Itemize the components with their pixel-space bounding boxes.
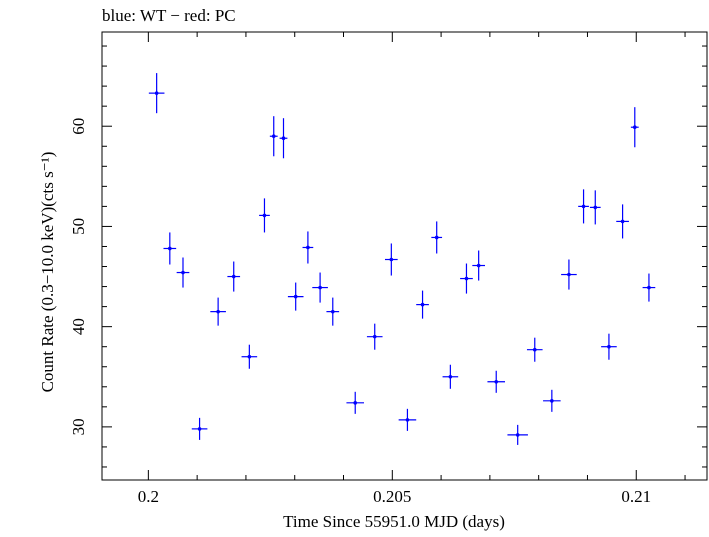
y-tick-label: 40	[69, 318, 88, 335]
point-marker	[647, 285, 651, 290]
data-point	[210, 297, 226, 326]
point-marker	[330, 309, 335, 314]
data-point	[416, 290, 429, 319]
data-point	[259, 198, 270, 233]
point-marker	[620, 219, 625, 224]
point-marker	[476, 263, 481, 268]
point-marker	[293, 294, 298, 299]
point-marker	[318, 285, 322, 290]
data-point	[601, 333, 617, 360]
point-marker	[216, 309, 220, 314]
data-point	[487, 370, 506, 393]
data-point	[616, 204, 629, 239]
axis-ticks: 0.2 0.205 0.21 30 40 50 60	[69, 32, 707, 506]
point-marker	[353, 401, 358, 405]
data-point	[163, 232, 177, 265]
point-marker	[494, 379, 499, 384]
data-point	[191, 417, 208, 440]
data-point	[460, 263, 473, 294]
point-marker	[231, 274, 236, 279]
chart-title: blue: WT − red: PC	[102, 6, 236, 25]
data-point	[543, 389, 561, 412]
data-point	[507, 424, 528, 445]
data-point	[561, 259, 577, 290]
point-marker	[247, 354, 252, 359]
data-point	[148, 73, 165, 114]
plot-frame	[101, 31, 708, 481]
point-marker	[550, 399, 554, 403]
point-marker	[607, 344, 611, 349]
data-point	[279, 118, 288, 159]
point-marker	[581, 204, 586, 209]
data-point	[269, 116, 278, 157]
point-marker	[632, 125, 637, 130]
data-point	[384, 243, 398, 276]
y-tick-label: 50	[69, 218, 88, 235]
point-marker	[515, 433, 520, 437]
data-point	[642, 273, 656, 302]
point-marker	[567, 272, 571, 277]
y-tick-label: 30	[69, 418, 88, 435]
data-point	[398, 408, 417, 431]
data-point	[578, 189, 589, 224]
data-point	[287, 282, 304, 311]
data-point	[312, 272, 328, 303]
point-marker	[593, 205, 598, 210]
x-tick-label: 0.2	[138, 487, 159, 506]
point-marker	[420, 302, 425, 307]
point-marker	[262, 213, 267, 218]
data-points	[148, 73, 656, 445]
data-point	[526, 337, 543, 362]
data-point	[589, 190, 601, 225]
data-point	[472, 250, 486, 281]
data-point	[366, 323, 383, 350]
data-point	[346, 391, 365, 414]
point-marker	[181, 270, 185, 275]
x-tick-label: 0.21	[621, 487, 651, 506]
x-axis-label: Time Since 55951.0 MJD (days)	[283, 512, 505, 531]
point-marker	[271, 134, 276, 139]
data-point	[326, 297, 340, 326]
point-marker	[434, 235, 439, 240]
point-marker	[389, 257, 394, 262]
data-point	[176, 257, 190, 288]
data-point	[630, 107, 639, 148]
data-point	[442, 364, 459, 389]
data-point	[302, 231, 314, 264]
point-marker	[306, 245, 310, 250]
y-axis-label: Count Rate (0.3−10.0 keV)(cts s⁻¹)	[38, 152, 57, 393]
point-marker	[448, 374, 453, 379]
point-marker	[405, 418, 410, 422]
point-marker	[372, 334, 377, 339]
point-marker	[464, 276, 469, 281]
data-point	[431, 221, 443, 254]
point-marker	[197, 427, 202, 431]
y-tick-label: 60	[69, 118, 88, 135]
data-point	[227, 261, 241, 292]
x-tick-label: 0.205	[373, 487, 411, 506]
data-point	[241, 344, 258, 369]
point-marker	[154, 91, 159, 95]
point-marker	[532, 347, 537, 352]
point-marker	[168, 246, 172, 251]
point-marker	[281, 136, 286, 141]
